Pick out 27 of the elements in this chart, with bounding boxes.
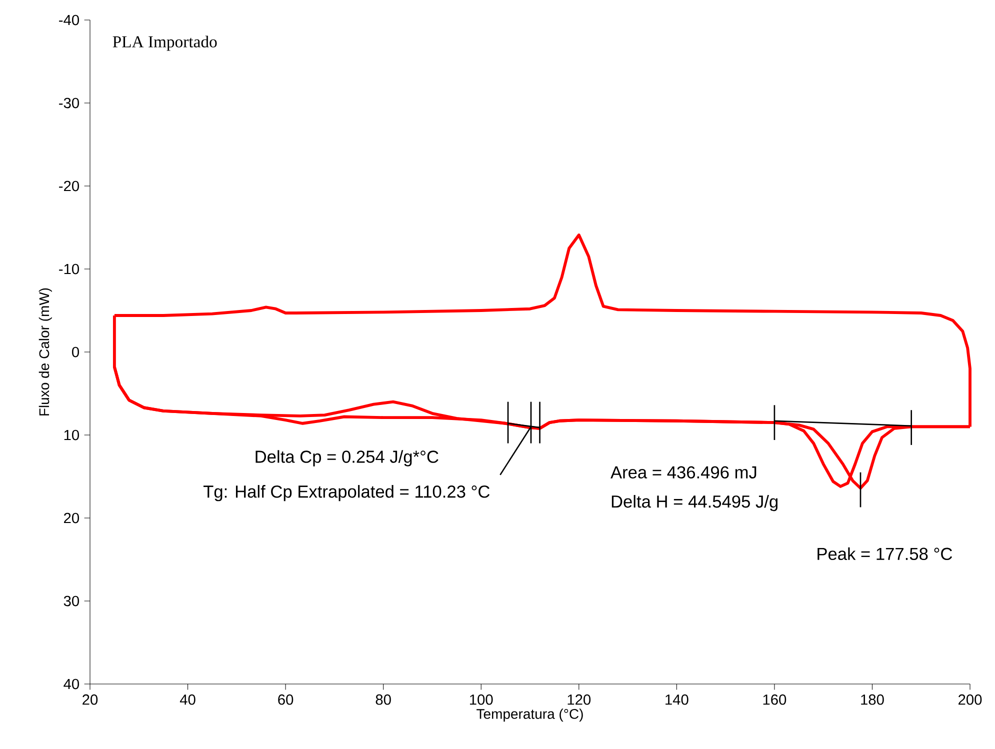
y-tick-label: -20 xyxy=(59,180,80,192)
y-tick-label: 10 xyxy=(64,430,80,440)
y-tick-label: -10 xyxy=(59,264,80,274)
y-tick-label: 30 xyxy=(64,596,80,606)
y-tick-label: 0 xyxy=(72,346,80,358)
y-tick-label: -40 xyxy=(59,14,80,26)
x-tick-label: 100 xyxy=(470,694,493,705)
y-tick-label: 20 xyxy=(64,512,80,524)
annotation: Tg: Half Cp Extrapolated = 110.23 °C xyxy=(203,485,490,502)
x-tick-label: 180 xyxy=(861,694,884,705)
y-tick-label: -30 xyxy=(59,98,80,108)
annotation: Area = 436.496 mJ xyxy=(610,466,756,478)
x-tick-label: 80 xyxy=(376,694,391,705)
annotation: Delta Cp = 0.254 J/g*°C xyxy=(256,450,438,466)
x-tick-label: 200 xyxy=(958,694,982,705)
annotation: Peak = 177.58 °C xyxy=(818,547,952,560)
x-tick-label: 160 xyxy=(763,694,786,705)
x-tick-label: 140 xyxy=(666,694,688,705)
y-axis-title: Fluxo de Calor (mW) xyxy=(38,288,52,416)
x-tick-label: 60 xyxy=(278,694,294,705)
annotation: Delta H = 44.5495 J/g xyxy=(612,494,778,512)
text: PLA Importado xyxy=(112,36,217,51)
x-tick-label: 40 xyxy=(180,694,196,705)
x-tick-label: 120 xyxy=(568,694,591,705)
y-tick-label: 40 xyxy=(64,678,80,690)
x-axis-title: Temperatura (°C) xyxy=(476,708,583,722)
x-tick-label: 20 xyxy=(82,694,98,705)
